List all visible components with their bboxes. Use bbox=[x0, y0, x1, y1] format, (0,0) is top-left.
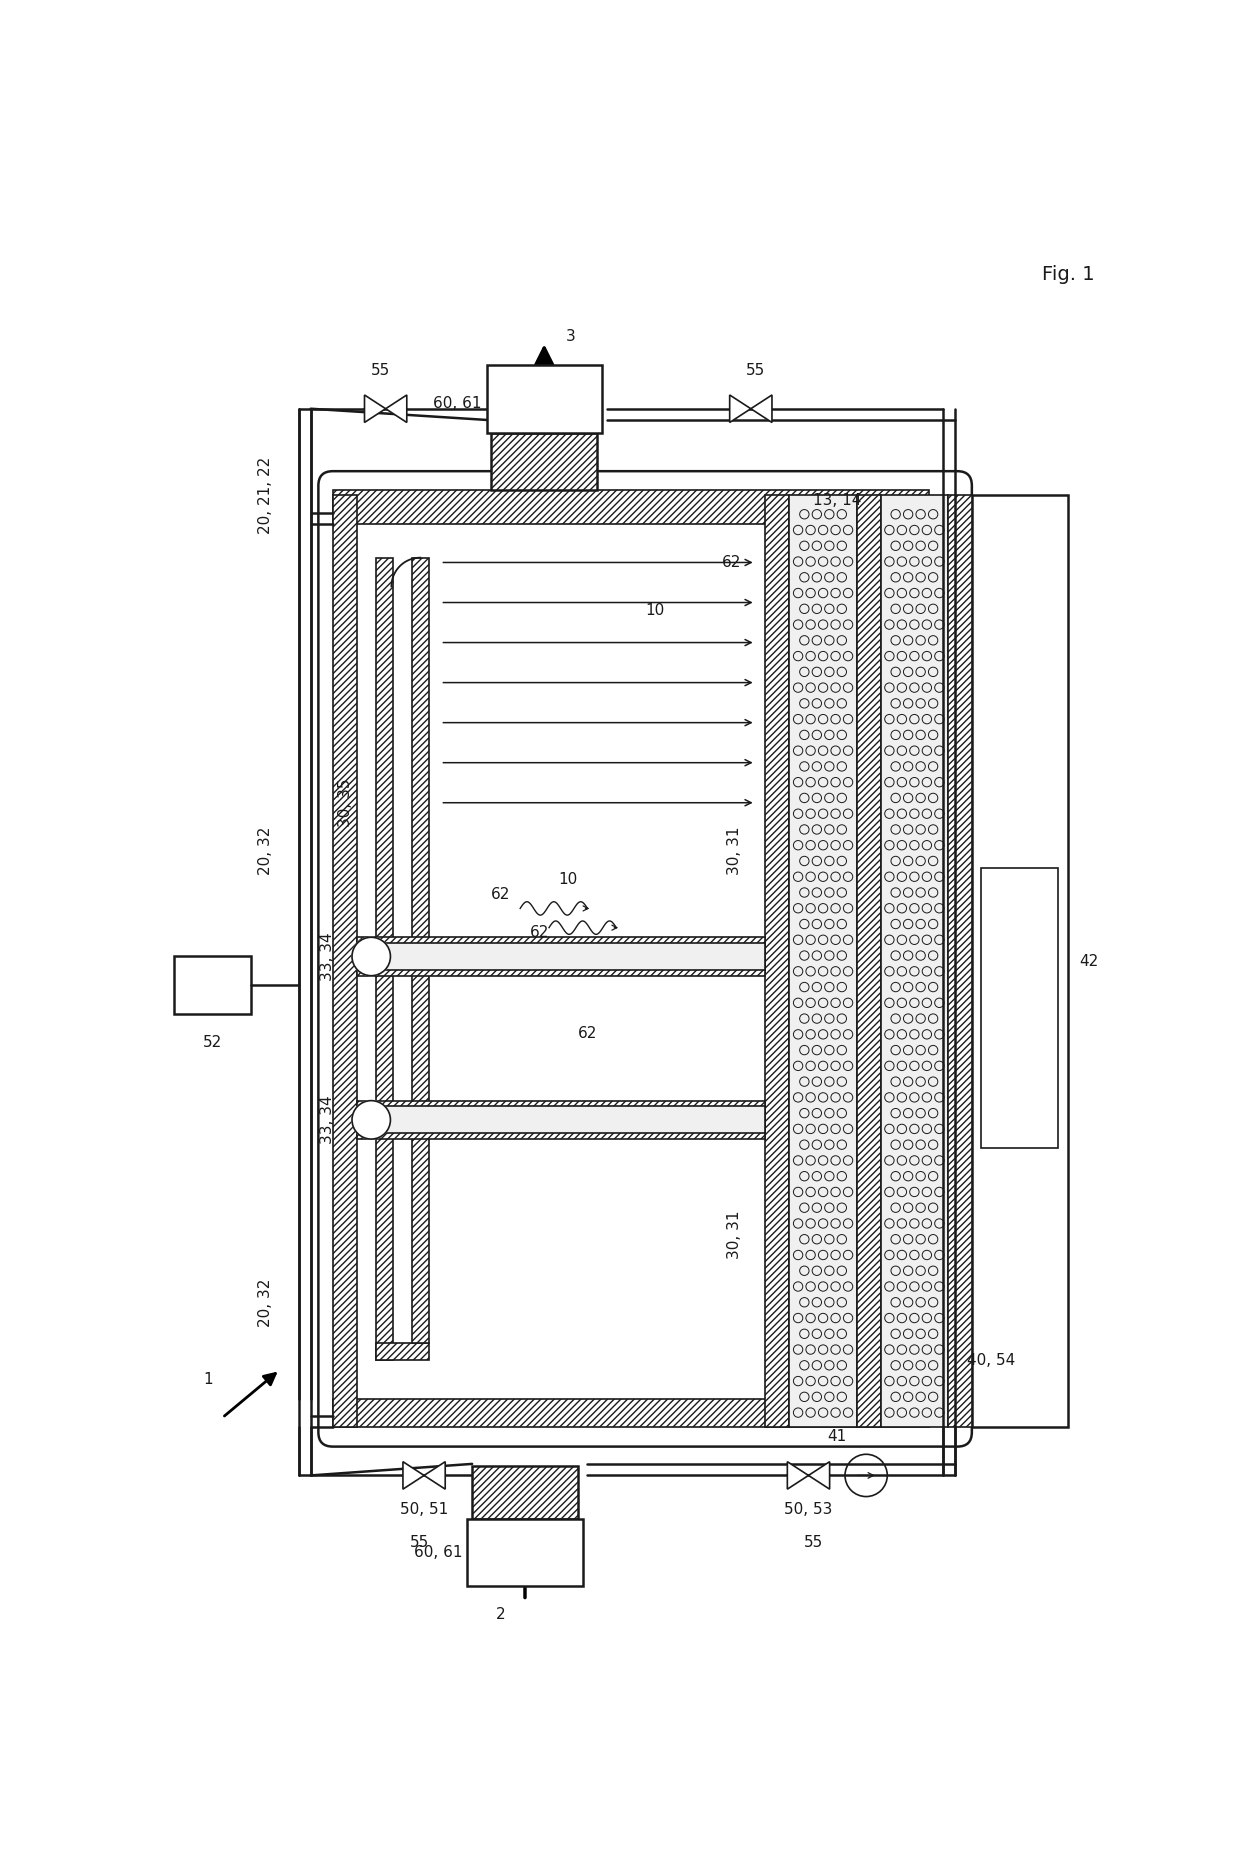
Bar bbox=[174, 956, 250, 1014]
Text: 12: 12 bbox=[516, 474, 534, 489]
Text: 2: 2 bbox=[496, 1607, 506, 1622]
Circle shape bbox=[352, 938, 391, 975]
Text: 62: 62 bbox=[578, 1026, 598, 1041]
Text: 60, 61: 60, 61 bbox=[414, 1545, 463, 1560]
Text: 62: 62 bbox=[722, 555, 742, 570]
Text: 13, 14: 13, 14 bbox=[813, 493, 862, 508]
Bar bbox=[486, 366, 601, 433]
Text: 10: 10 bbox=[645, 604, 665, 619]
Bar bbox=[947, 495, 972, 1427]
Bar bbox=[357, 1101, 765, 1140]
Text: 20, 32: 20, 32 bbox=[258, 1279, 273, 1327]
Bar bbox=[972, 495, 1068, 1427]
Text: 50, 53: 50, 53 bbox=[784, 1502, 833, 1517]
Bar bbox=[332, 1399, 929, 1427]
Bar bbox=[857, 495, 880, 1427]
Polygon shape bbox=[365, 396, 386, 422]
Text: 60, 61: 60, 61 bbox=[434, 396, 482, 411]
Bar bbox=[880, 495, 947, 1427]
Bar bbox=[332, 491, 929, 523]
Text: 33, 34: 33, 34 bbox=[320, 932, 336, 981]
Polygon shape bbox=[424, 1462, 445, 1489]
Bar bbox=[371, 943, 765, 969]
Polygon shape bbox=[403, 1462, 424, 1489]
Text: 55: 55 bbox=[371, 362, 391, 377]
Polygon shape bbox=[751, 396, 773, 422]
Text: 55: 55 bbox=[409, 1536, 429, 1551]
Text: 11: 11 bbox=[496, 1500, 516, 1515]
Text: 33, 34: 33, 34 bbox=[320, 1095, 336, 1144]
Polygon shape bbox=[386, 396, 407, 422]
Bar bbox=[765, 495, 789, 1427]
Text: 30, 35: 30, 35 bbox=[337, 778, 352, 827]
Text: 1: 1 bbox=[203, 1372, 213, 1388]
Text: 10: 10 bbox=[558, 872, 578, 887]
Text: 20, 21, 22: 20, 21, 22 bbox=[258, 458, 273, 534]
Text: 30, 31: 30, 31 bbox=[727, 1211, 742, 1260]
Bar bbox=[357, 938, 765, 975]
Text: 52: 52 bbox=[203, 1035, 222, 1050]
Text: Fig. 1: Fig. 1 bbox=[1042, 264, 1094, 283]
Text: 55: 55 bbox=[804, 1536, 823, 1551]
Bar bbox=[491, 433, 596, 491]
Bar bbox=[982, 868, 1059, 1148]
Polygon shape bbox=[808, 1462, 830, 1489]
Text: 3: 3 bbox=[567, 330, 577, 345]
Bar bbox=[789, 495, 857, 1427]
Bar bbox=[412, 557, 429, 1342]
Text: 62: 62 bbox=[529, 924, 549, 939]
Text: 30, 31: 30, 31 bbox=[727, 827, 742, 876]
FancyBboxPatch shape bbox=[319, 471, 972, 1448]
Text: 40, 54: 40, 54 bbox=[967, 1352, 1016, 1367]
Text: 42: 42 bbox=[1080, 954, 1099, 969]
Text: 55: 55 bbox=[746, 362, 765, 377]
Bar bbox=[376, 1342, 429, 1359]
Polygon shape bbox=[729, 396, 751, 422]
Circle shape bbox=[352, 1101, 391, 1140]
Text: 41: 41 bbox=[827, 1429, 847, 1444]
Bar bbox=[472, 1466, 578, 1519]
Text: 20, 32: 20, 32 bbox=[258, 827, 273, 876]
Bar bbox=[376, 557, 393, 1359]
Bar bbox=[332, 495, 357, 1427]
Text: 50, 51: 50, 51 bbox=[401, 1502, 448, 1517]
Polygon shape bbox=[787, 1462, 808, 1489]
Bar bbox=[371, 1106, 765, 1132]
Text: 62: 62 bbox=[491, 887, 511, 902]
Bar bbox=[467, 1519, 583, 1586]
